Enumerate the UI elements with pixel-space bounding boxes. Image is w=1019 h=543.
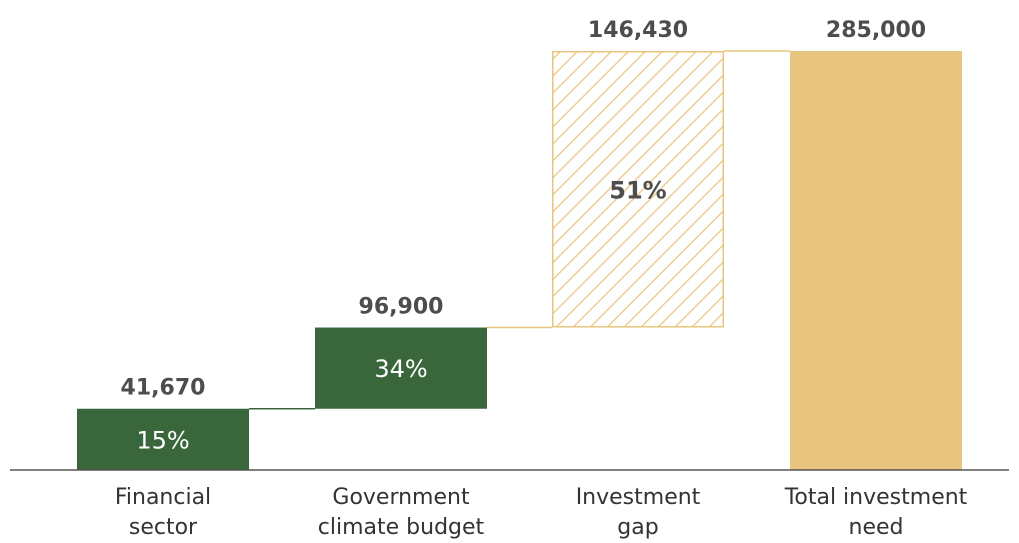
percent-label-2: 34% — [374, 355, 427, 383]
connector-lines — [249, 50, 790, 410]
category-label-4-line-2: need — [849, 515, 904, 540]
percent-label-3: 51% — [609, 176, 666, 204]
labels-group: 41,670 15% 96,900 34% 146,430 51% 285,000 Finan… — [115, 18, 968, 540]
category-label-1-line-2: sector — [129, 515, 198, 540]
bar-3 — [552, 51, 724, 328]
bar-4 — [790, 51, 962, 470]
bar-1 — [77, 408, 249, 470]
percent-label-1: 15% — [136, 426, 189, 454]
category-label-3-line-1: Investment — [576, 485, 701, 510]
bar-2 — [315, 327, 487, 409]
value-label-1: 41,670 — [121, 376, 206, 401]
value-label-3: 146,430 — [588, 18, 688, 43]
category-label-1-line-1: Financial — [115, 485, 211, 510]
category-label-2-line-2: climate budget — [318, 515, 485, 540]
value-label-4: 285,000 — [826, 18, 926, 43]
category-label-4-line-1: Total investment — [784, 485, 968, 510]
value-label-2: 96,900 — [359, 295, 444, 320]
category-label-3-line-2: gap — [617, 515, 658, 540]
bars-group — [77, 51, 962, 470]
category-label-2-line-1: Government — [332, 485, 470, 510]
